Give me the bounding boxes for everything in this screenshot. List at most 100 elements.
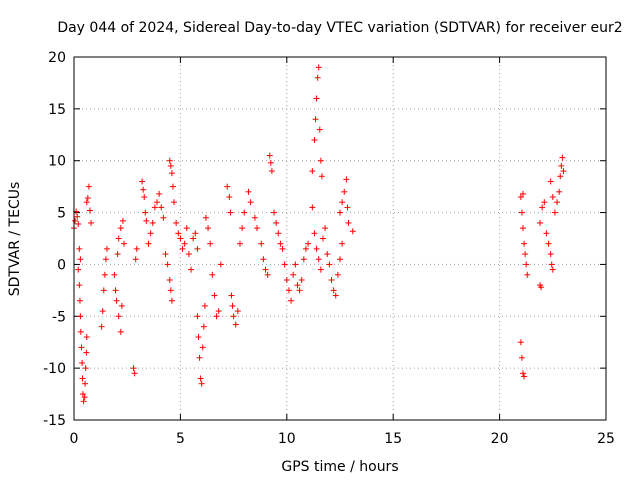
data-point [245,188,252,195]
data-point [556,188,563,195]
data-point [273,219,280,226]
data-point [166,276,173,283]
data-point [183,225,190,232]
data-point [268,168,275,175]
y-tick-label: 20 [48,50,66,66]
data-point [543,230,550,237]
data-point [117,328,124,335]
data-point [164,261,171,268]
data-point [251,214,258,221]
data-point [196,354,203,361]
data-point [84,195,91,202]
data-point [254,225,261,232]
data-point [302,245,309,252]
data-point [171,199,178,206]
grid-lines [74,57,606,420]
x-tick-label: 15 [384,431,402,447]
data-point [213,313,220,320]
data-point [112,287,119,294]
y-tick-label: 15 [48,102,66,118]
data-point [199,344,206,351]
data-point [330,287,337,294]
data-point [294,282,301,289]
data-point [319,235,326,242]
x-tick-label: 25 [597,431,615,447]
x-tick-label: 0 [70,431,79,447]
y-tick-label: -5 [52,309,66,325]
data-point [83,334,90,341]
data-point [326,261,333,268]
data-point [300,256,307,263]
axis-ticks: 0 5 10 15 20 25 -15 -10 -5 0 5 10 15 20 [43,50,615,447]
data-point [181,240,188,247]
data-point [153,199,160,206]
data-point [119,217,126,224]
y-tick-label: -10 [43,361,66,377]
data-point [521,240,528,247]
data-point [72,217,79,224]
data-point [82,365,89,372]
data-point [334,271,341,278]
data-point [211,292,218,299]
data-point [517,194,524,201]
data-point [547,178,554,185]
data-point [167,287,174,294]
x-axis-label: GPS time / hours [281,459,398,475]
data-point [328,276,335,283]
data-point [76,297,83,304]
data-point [227,209,234,216]
data-point [194,245,201,252]
data-point [538,284,545,291]
data-point [554,199,561,206]
data-point [267,159,274,166]
data-point [207,240,214,247]
data-point [98,323,105,330]
data-point [160,214,167,221]
data-point [77,313,84,320]
data-point [169,183,176,190]
data-point [215,308,222,315]
data-point [100,287,107,294]
x-tick-label: 10 [278,431,296,447]
y-tick-label: 0 [57,257,66,273]
data-point [118,302,125,309]
data-point [133,245,140,252]
data-point [521,373,528,380]
data-point [147,230,154,237]
data-point [523,261,530,268]
data-point [209,271,216,278]
data-point [275,230,282,237]
data-point [190,235,197,242]
data-point [173,219,180,226]
data-point [539,204,546,211]
data-point [312,116,319,123]
y-tick-label: -15 [43,413,66,429]
data-point [313,245,320,252]
chart-title: Day 044 of 2024, Sidereal Day-to-day VTE… [57,20,622,36]
data-point [518,209,525,216]
data-point [230,313,237,320]
data-point [560,168,567,175]
data-point [177,235,184,242]
data-point [175,230,182,237]
data-point [99,308,106,315]
data-point [559,154,566,161]
data-point [332,292,339,299]
data-point [305,240,312,247]
y-tick-label: 10 [48,154,66,170]
data-point [285,287,292,294]
data-point [114,251,121,258]
data-point [520,190,527,197]
data-point [139,178,146,185]
data-point [185,251,192,258]
data-point [76,245,83,252]
data-point [341,188,348,195]
data-point [537,219,544,226]
data-point [547,251,554,258]
data-point [281,261,288,268]
data-point [545,240,552,247]
data-point [345,219,352,226]
data-point [234,308,241,315]
data-point [131,370,138,377]
data-point [141,194,148,201]
